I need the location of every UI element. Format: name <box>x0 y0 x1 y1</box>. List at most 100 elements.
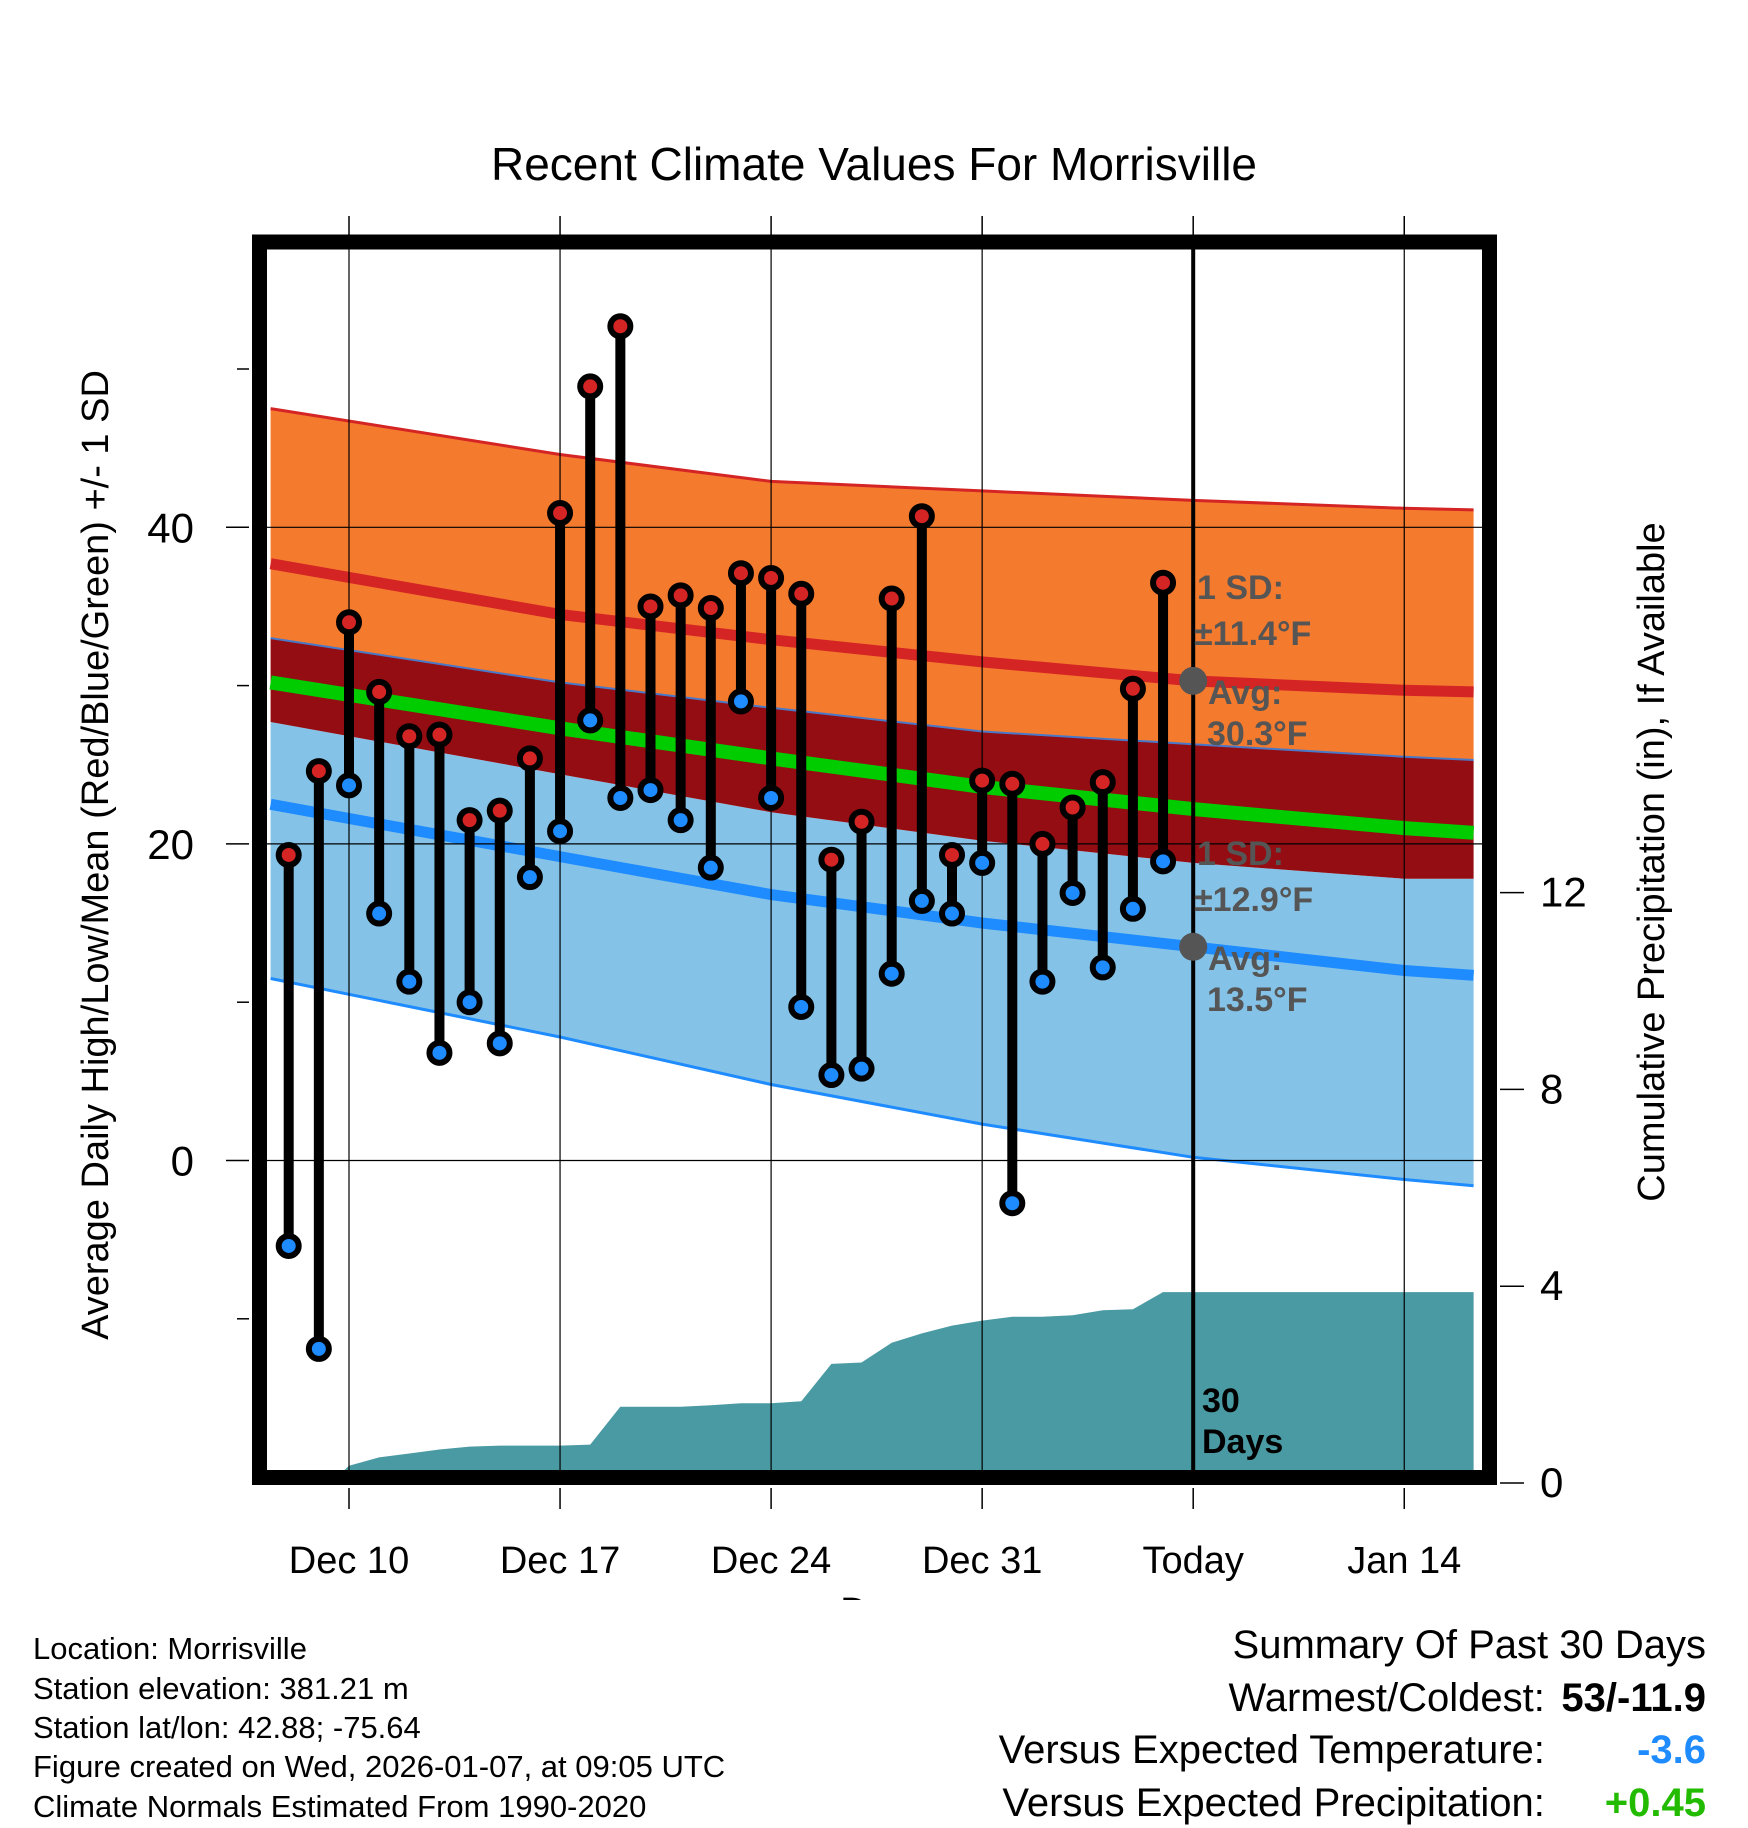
y2-tick-label: 4 <box>1540 1262 1563 1309</box>
low-temp-point <box>908 887 935 914</box>
high-temp-point <box>758 564 785 591</box>
high-temp-point <box>456 807 483 834</box>
low-temp-point <box>366 900 393 927</box>
low-temp-point <box>607 784 634 811</box>
low-normal-band <box>270 722 1474 1186</box>
high-temp-point <box>577 373 604 400</box>
low-temp-point <box>878 960 905 987</box>
high-temp-point <box>848 808 875 835</box>
low-temp-point <box>1059 879 1086 906</box>
sd-label: 1 SD: <box>1197 835 1284 873</box>
high-temp-point <box>305 758 332 785</box>
low-temp-point <box>456 989 483 1016</box>
precipitation-value: +0.45 <box>1604 1781 1706 1825</box>
high-temp-point <box>637 593 664 620</box>
y2-tick-label: 12 <box>1540 869 1587 916</box>
low-temp-point <box>818 1062 845 1089</box>
climate-chart: Recent Climate Values For Morrisville 1 … <box>75 138 1673 1600</box>
footer-elevation: Station elevation: 381.21 m <box>33 1671 409 1706</box>
low-temp-point <box>577 707 604 734</box>
low-temp-point <box>1029 968 1056 995</box>
high-temp-point <box>697 595 724 622</box>
today-days-number: 30 <box>1202 1382 1240 1420</box>
low-temp-point <box>848 1055 875 1082</box>
low-temp-point <box>667 807 694 834</box>
low-temp-point <box>1119 895 1146 922</box>
high-temp-point <box>607 313 634 340</box>
low-temp-point <box>275 1232 302 1259</box>
low-temp-point <box>547 818 574 845</box>
y-axis-label: Average Daily High/Low/Mean (Red/Blue/Gr… <box>75 370 117 1340</box>
band-overlap <box>270 638 1474 879</box>
x-tick-label: Dec 10 <box>289 1540 409 1582</box>
summary-temperature: Versus Expected Temperature: -3.6 <box>999 1730 1706 1770</box>
high-temp-point <box>426 721 453 748</box>
y-tick-label: 0 <box>171 1138 194 1185</box>
low-temp-point <box>788 993 815 1020</box>
high-temp-point <box>366 678 393 705</box>
low-temp-point <box>939 900 965 927</box>
plot-frame <box>252 234 1497 1485</box>
avg-value: 13.5°F <box>1207 981 1308 1019</box>
high-normal-band <box>270 408 1474 760</box>
precipitation-area <box>270 1292 1474 1475</box>
sd-value: ±11.4°F <box>1194 615 1311 653</box>
high-temp-point <box>1089 769 1116 796</box>
today-normal-marker <box>1179 666 1208 695</box>
chart-title: Recent Climate Values For Morrisville <box>491 138 1257 190</box>
warmest-coldest-label: Warmest/Coldest: <box>1228 1676 1545 1720</box>
summary-precipitation: Versus Expected Precipitation: +0.45 <box>1002 1783 1706 1823</box>
footer-normals: Climate Normals Estimated From 1990-2020 <box>33 1789 647 1824</box>
high-temp-point <box>336 609 362 636</box>
sd-label: 1 SD: <box>1197 569 1284 607</box>
y-tick-label: 40 <box>147 504 194 551</box>
avg-label: Avg: <box>1208 940 1282 978</box>
high-temp-point <box>547 500 574 527</box>
summary-title-text: Summary Of Past 30 Days <box>1232 1623 1706 1667</box>
high-temp-point <box>999 770 1026 797</box>
summary-title: Summary Of Past 30 Days <box>1233 1625 1706 1665</box>
high-temp-point <box>969 767 996 794</box>
high-temp-point <box>818 846 845 873</box>
y-tick-label: 20 <box>147 821 194 868</box>
x-tick-label: Dec 24 <box>711 1540 831 1582</box>
x-tick-label: Dec 17 <box>500 1540 620 1582</box>
summary-warmest-coldest: Warmest/Coldest: 53/-11.9 <box>1229 1678 1707 1718</box>
high-temp-point <box>1150 569 1177 596</box>
y2-tick-label: 8 <box>1540 1065 1563 1112</box>
high-temp-point <box>908 503 935 530</box>
temperature-label: Versus Expected Temperature: <box>998 1728 1545 1772</box>
avg-value: 30.3°F <box>1207 715 1308 753</box>
low-temp-point <box>426 1039 453 1066</box>
low-temp-point <box>396 968 423 995</box>
footer-latlon: Station lat/lon: 42.88; -75.64 <box>33 1710 421 1745</box>
high-temp-point <box>667 582 694 609</box>
low-temp-point <box>727 688 754 715</box>
low-temp-point <box>697 854 724 881</box>
low-temp-point <box>1150 848 1177 875</box>
temperature-value: -3.6 <box>1637 1728 1706 1772</box>
high-temp-point <box>516 745 543 772</box>
sd-value: ±12.9°F <box>1194 881 1313 919</box>
today-normal-marker <box>1179 932 1208 961</box>
today-days-label: Days <box>1202 1423 1283 1461</box>
y2-tick-label: 0 <box>1540 1459 1563 1506</box>
high-temp-point <box>788 580 815 607</box>
high-temp-point <box>1059 794 1086 821</box>
x-tick-label: Today <box>1142 1540 1243 1582</box>
high-temp-point <box>1119 675 1146 702</box>
high-temp-point <box>396 723 423 750</box>
low-temp-point <box>336 772 362 799</box>
low-temp-point <box>486 1030 513 1057</box>
low-temp-point <box>516 864 543 891</box>
high-temp-point <box>939 841 965 868</box>
low-temp-point <box>758 784 785 811</box>
low-temp-point <box>1089 954 1116 981</box>
high-temp-point <box>275 841 302 868</box>
footer-location: Location: Morrisville <box>33 1631 307 1666</box>
high-temp-point <box>878 585 905 612</box>
low-temp-point <box>637 777 664 804</box>
precipitation-label: Versus Expected Precipitation: <box>1002 1781 1545 1825</box>
avg-label: Avg: <box>1208 674 1282 712</box>
